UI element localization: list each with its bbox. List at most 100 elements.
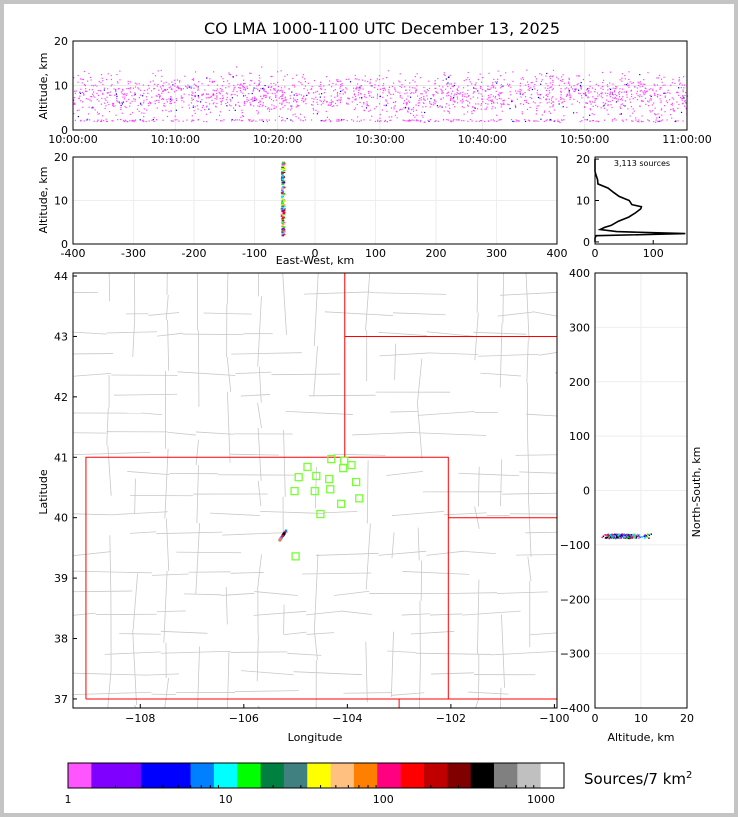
source-point [230,94,232,96]
source-point [471,83,473,85]
source-point [281,204,284,206]
source-point [423,90,425,92]
source-point [183,93,185,95]
source-point [142,84,144,86]
source-point [493,120,495,122]
source-point [266,120,268,123]
source-point [461,98,464,100]
source-point [366,104,368,106]
source-point [390,107,393,109]
source-point [263,94,265,96]
source-point [370,91,372,93]
source-point [216,84,219,86]
source-point [553,120,555,122]
source-point [282,93,284,95]
source-point [139,102,142,104]
source-point [165,109,167,111]
source-point [522,78,525,81]
source-point [658,74,661,77]
source-point [100,103,103,105]
source-point [100,120,102,123]
source-point [367,91,370,93]
source-point [352,87,355,89]
source-point [406,102,408,104]
source-point [638,534,641,536]
source-point [537,120,539,122]
source-point [119,79,121,81]
source-point [330,95,332,97]
county-border [401,613,430,616]
source-point [169,98,172,100]
source-point [532,101,535,103]
source-point [239,89,242,92]
source-point [642,535,645,537]
source-point [407,111,409,113]
source-point [334,89,336,91]
source-point [624,100,627,102]
map-panel: −108 −106 −104 −102 −1003738394041424344Long… [37,270,570,744]
x-tick-label: 10:10:00 [151,133,200,146]
source-point [78,109,80,111]
source-point [494,107,496,109]
source-point [516,92,518,94]
source-point [197,95,199,98]
source-point [84,84,86,87]
source-point [91,96,93,98]
source-point [383,88,385,90]
county-border [419,661,421,709]
source-point [301,98,303,100]
source-point [546,72,548,75]
source-point [364,80,366,82]
source-point [281,187,284,189]
county-border [468,691,509,695]
source-point [445,88,447,90]
source-point [644,87,646,89]
source-point [552,101,554,103]
source-point [273,105,275,107]
source-point [232,107,235,109]
source-point [172,84,174,86]
source-point [336,80,338,83]
source-point [102,92,104,95]
source-point [170,99,173,101]
plot-frame [72,272,558,709]
source-point [281,95,284,97]
source-point [446,92,448,95]
source-point [97,113,99,115]
source-point [678,76,680,79]
county-border [165,518,170,572]
y-tick-label: 0 [583,236,590,249]
lma-station [352,477,361,487]
source-point [282,228,285,230]
source-point [223,80,225,83]
source-point [447,110,449,112]
source-point [354,107,357,109]
source-point [97,94,100,96]
source-point [190,86,193,88]
county-border [156,531,223,535]
source-point [433,102,435,104]
source-point [162,98,165,100]
source-point [455,119,457,121]
source-point [657,120,659,123]
county-border [302,572,372,575]
county-border [526,413,558,417]
source-point [161,97,164,100]
source-point [634,534,637,537]
county-border [257,480,262,507]
source-point [605,536,607,539]
source-point [339,100,342,102]
source-point [469,81,471,83]
source-point [88,89,91,91]
source-point [624,78,626,80]
source-point [469,118,471,121]
source-point [79,120,82,122]
source-point [226,105,228,107]
source-point [612,537,615,539]
source-point [73,99,75,101]
source-point [414,116,416,118]
source-point [169,100,171,102]
source-point [290,109,292,111]
source-point [73,77,75,79]
source-point [622,96,624,98]
